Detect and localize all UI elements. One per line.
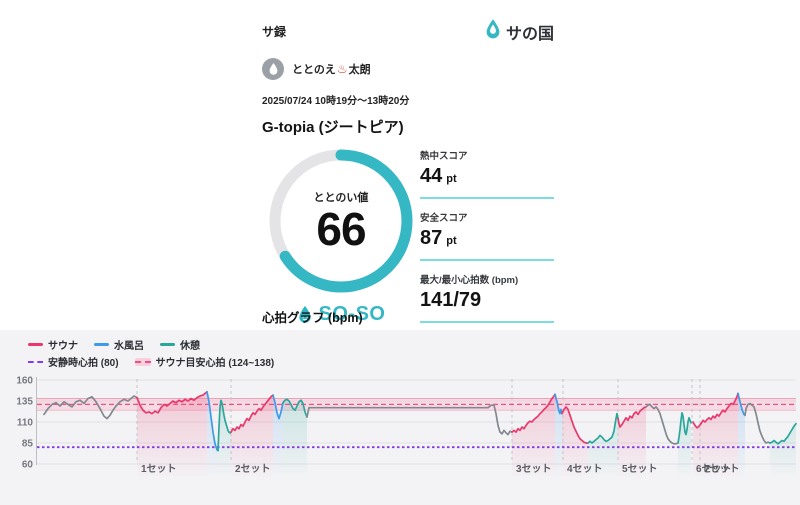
gauge-ring — [269, 149, 413, 293]
avatar — [262, 58, 284, 80]
chart-title: 心拍グラフ (bpm) — [262, 311, 363, 325]
svg-text:7セット: 7セット — [704, 463, 740, 475]
water-drop-logo-icon — [484, 18, 502, 45]
stat-value: 87 — [420, 227, 443, 249]
legend-item-resting-hr: 安静時心拍 (80) — [28, 354, 119, 369]
user-name-text2: 太朗 — [348, 64, 371, 76]
water-drop-avatar-icon — [268, 62, 279, 76]
stat-label: 最大/最小心拍数 (bpm) — [420, 275, 519, 286]
svg-text:85: 85 — [22, 439, 34, 450]
coldbath-line-swatch — [94, 343, 109, 346]
gauge-column: ととのい値 66 SO-SO — [262, 146, 420, 398]
legend-item-coldbath: 水風呂 — [94, 337, 144, 352]
svg-text:4セット: 4セット — [567, 463, 603, 475]
stat-max-min-hr: 最大/最小心拍数 (bpm) 141/79 — [420, 272, 554, 323]
svg-text:5セット: 5セット — [622, 463, 658, 475]
sauna-line-swatch — [28, 343, 43, 346]
svg-text:2セット: 2セット — [235, 463, 271, 475]
svg-text:110: 110 — [17, 418, 34, 429]
app-title: サ録 — [262, 25, 287, 39]
svg-text:135: 135 — [16, 397, 33, 408]
svg-text:60: 60 — [22, 460, 34, 471]
chart-section: サウナ 水風呂 休憩 安静時心拍 (80) サウナ目安心拍 (124~138) … — [0, 330, 800, 505]
stat-unit: pt — [446, 173, 457, 185]
legend-item-sauna: サウナ — [28, 337, 78, 352]
svg-text:3セット: 3セット — [516, 463, 552, 475]
brand-logo-text: サの国 — [505, 25, 554, 43]
stat-heat-score: 熱中スコア 44 pt — [420, 148, 554, 199]
stat-label: 熱中スコア — [420, 151, 468, 162]
stat-label: 安全スコア — [420, 213, 468, 224]
gauge-label: ととのい値 — [313, 191, 369, 204]
heart-rate-chart: 160 135 110 85 60 1セット 2セット 3セット 4セット 5セット 6セット7セッ… — [16, 376, 797, 476]
rating-text: SO-SO — [318, 303, 386, 325]
user-name-text: ととのえ — [292, 64, 336, 76]
brand-logo[interactable]: サの国 — [484, 18, 554, 45]
svg-text:1セット: 1セット — [141, 463, 177, 475]
legend-item-rest: 休憩 — [160, 337, 200, 352]
water-drop-mascot-icon — [297, 305, 313, 324]
target-hr-swatch — [134, 357, 151, 366]
top-bar: サ録 サの国 — [262, 18, 554, 45]
stat-value: 44 — [420, 165, 443, 187]
session-datetime: 2025/07/24 10時19分〜13時20分 — [262, 96, 410, 107]
rest-line-swatch — [160, 343, 175, 346]
svg-text:6セット: 6セット — [696, 463, 732, 475]
user-name: ととのえ ♨ 太朗 — [292, 61, 371, 77]
gauge-value: 66 — [316, 202, 366, 255]
rating-row: SO-SO — [262, 303, 420, 326]
gauge-center: ととのい値 66 — [266, 146, 416, 296]
venue-title: G-topia (ジートピア) — [262, 119, 404, 136]
totonoi-gauge: ととのい値 66 — [266, 146, 416, 296]
hot-spring-emoji: ♨ — [336, 62, 348, 76]
stat-unit: pt — [446, 235, 457, 247]
stat-value: 141/79 — [420, 289, 482, 311]
resting-hr-swatch — [28, 360, 43, 363]
legend-item-target-hr: サウナ目安心拍 (124~138) — [134, 354, 274, 369]
user-row: ととのえ ♨ 太朗 — [262, 58, 554, 80]
stat-safety-score: 安全スコア 87 pt — [420, 210, 554, 261]
svg-text:160: 160 — [16, 376, 33, 387]
chart-legend: サウナ 水風呂 休憩 安静時心拍 (80) サウナ目安心拍 (124~138) — [0, 330, 800, 369]
